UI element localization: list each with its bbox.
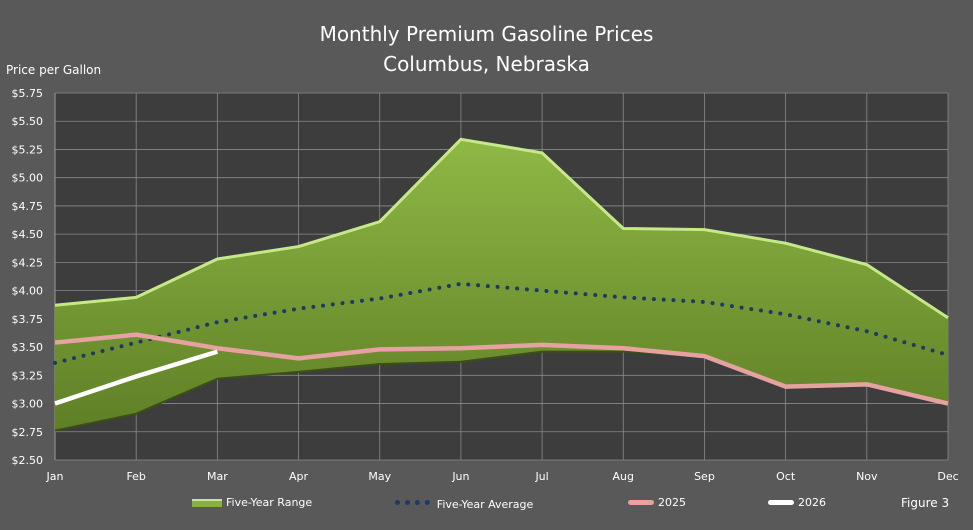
x-tick-label: Mar — [207, 470, 228, 483]
y-tick-label: $4.25 — [12, 256, 44, 269]
x-tick-label: Apr — [289, 470, 309, 483]
x-tick-label: Feb — [126, 470, 145, 483]
2025-line — [54, 332, 949, 406]
legend-label-2026: 2026 — [798, 496, 826, 509]
x-tick-label: Jun — [451, 470, 469, 483]
chart-subtitle: Columbus, Nebraska — [383, 52, 590, 76]
legend-label-2025: 2025 — [658, 496, 686, 509]
five-year-range-upper-edge — [54, 137, 949, 319]
legend-item-range: Five-Year Range — [192, 496, 312, 509]
y-tick-label: $5.00 — [12, 172, 44, 185]
legend-label-range: Five-Year Range — [226, 496, 313, 509]
x-tick-label: May — [368, 470, 391, 483]
y-tick-label: $4.50 — [12, 228, 44, 241]
legend-item-average: •••• Five-Year Average — [393, 496, 533, 512]
y-tick-label: $3.00 — [12, 398, 44, 411]
legend-item-2026: 2026 — [768, 496, 826, 509]
y-tick-label: $4.00 — [12, 285, 44, 298]
legend-item-2025: 2025 — [628, 496, 686, 509]
y-tick-label: $4.75 — [12, 200, 44, 213]
y-tick-label: $3.25 — [12, 369, 44, 382]
y-tick-label: $3.50 — [12, 341, 44, 354]
five-year-average-line — [53, 281, 950, 365]
x-tick-label: Sep — [694, 470, 715, 483]
y-tick-label: $2.50 — [12, 454, 44, 467]
y-tick-label: $2.75 — [12, 426, 44, 439]
y-tick-label: $3.75 — [12, 313, 44, 326]
y-tick-label: $5.75 — [12, 87, 44, 100]
x-tick-label: Jan — [46, 470, 64, 483]
x-tick-label: Nov — [856, 470, 878, 483]
x-tick-label: Oct — [776, 470, 796, 483]
y-tick-label: $5.25 — [12, 143, 44, 156]
legend-swatch-2025 — [628, 500, 654, 505]
legend-swatch-2026 — [768, 500, 794, 505]
legend-swatch-range — [192, 498, 222, 507]
x-tick-label: Jul — [534, 470, 548, 483]
x-tick-label: Dec — [937, 470, 958, 483]
figure-label: Figure 3 — [901, 496, 950, 510]
legend-label-average: Five-Year Average — [436, 497, 534, 511]
x-tick-label: Aug — [613, 470, 634, 483]
legend-swatch-average: •••• — [393, 496, 433, 512]
y-tick-label: $5.50 — [12, 115, 44, 128]
y-axis-label: Price per Gallon — [6, 63, 102, 77]
chart-title: Monthly Premium Gasoline Prices — [319, 22, 654, 46]
